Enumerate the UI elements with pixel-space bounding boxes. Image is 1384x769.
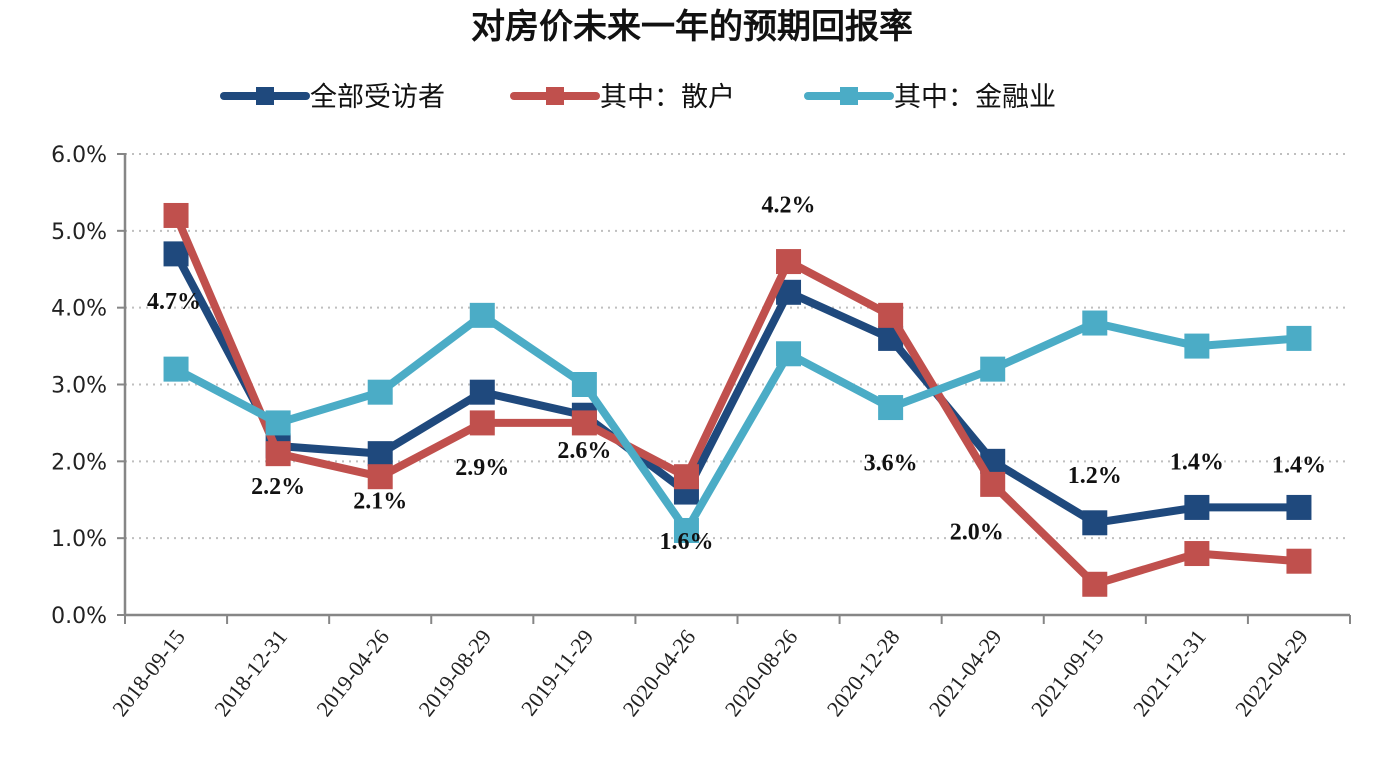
data-point-marker xyxy=(163,241,189,267)
data-label: 1.4% xyxy=(1272,452,1326,478)
data-point-marker xyxy=(469,410,495,436)
data-point-marker xyxy=(367,464,393,490)
series-line xyxy=(172,252,1299,527)
data-point-marker xyxy=(1286,548,1312,574)
data-label: 2.9% xyxy=(455,455,509,481)
x-tick-label: 2021-09-15 xyxy=(1026,625,1109,721)
data-label: 1.2% xyxy=(1068,463,1122,489)
legend-item: 其中：金融业 xyxy=(804,82,1056,113)
y-tick-label: 3.0% xyxy=(51,374,107,399)
data-point-marker xyxy=(980,356,1006,382)
data-point-marker xyxy=(980,471,1006,497)
data-point-marker xyxy=(673,464,699,490)
data-point-marker xyxy=(571,372,597,397)
data-label: 4.2% xyxy=(762,192,816,218)
y-tick-label: 4.0% xyxy=(51,297,107,322)
x-tick-label: 2020-12-28 xyxy=(822,625,905,721)
data-point-marker xyxy=(1184,333,1210,359)
series-financial xyxy=(163,302,1312,543)
data-point-marker xyxy=(367,379,393,405)
y-tick-label: 2.0% xyxy=(51,450,107,475)
data-label: 3.6% xyxy=(864,450,918,476)
data-label: 2.2% xyxy=(251,474,305,500)
series-line xyxy=(172,213,1300,589)
data-label: 2.1% xyxy=(353,489,407,515)
data-point-marker xyxy=(265,441,291,467)
series-line xyxy=(174,311,1300,535)
data-point-marker xyxy=(367,441,393,467)
chart-title: 对房价未来一年的预期回报率 xyxy=(471,7,913,47)
data-point-marker xyxy=(469,302,495,328)
x-tick-label: 2021-12-31 xyxy=(1128,625,1211,721)
legend: 全部受访者 其中：散户 其中：金融业 xyxy=(220,82,1056,113)
gridlines xyxy=(125,153,1350,540)
data-point-marker xyxy=(878,395,904,421)
x-tick-label: 2019-08-29 xyxy=(413,625,496,721)
x-tick-label: 2018-12-31 xyxy=(209,625,292,721)
data-label: 4.7% xyxy=(147,289,201,315)
y-axis-ticks: 0.0% 1.0% 2.0% 3.0% 4.0% 5.0% 6.0% xyxy=(51,143,125,629)
data-point-marker xyxy=(469,379,495,405)
legend-swatch-marker xyxy=(840,87,858,105)
legend-item: 全部受访者 xyxy=(220,82,445,113)
data-label: 1.6% xyxy=(659,529,713,555)
data-point-marker xyxy=(776,341,802,367)
data-point-marker xyxy=(571,410,597,436)
y-tick-label: 5.0% xyxy=(51,220,107,245)
x-axis-ticks: 2018-09-15 2018-12-31 2019-04-26 2019-08-29… xyxy=(107,615,1351,721)
legend-label: 其中：金融业 xyxy=(894,82,1056,113)
data-point-marker xyxy=(1184,541,1210,567)
data-point-marker xyxy=(163,202,189,228)
y-tick-label: 1.0% xyxy=(51,527,107,552)
data-label: 1.4% xyxy=(1170,449,1224,475)
data-point-marker xyxy=(265,410,291,436)
legend-label: 全部受访者 xyxy=(310,82,445,113)
x-tick-label: 2021-04-29 xyxy=(924,625,1007,721)
series-group xyxy=(163,202,1312,597)
series-retail xyxy=(163,202,1312,597)
x-tick-label: 2020-08-26 xyxy=(720,625,803,721)
legend-swatch-marker xyxy=(546,87,564,105)
y-tick-label: 6.0% xyxy=(51,143,107,168)
x-tick-label: 2022-04-29 xyxy=(1230,625,1313,721)
legend-label: 其中：散户 xyxy=(600,82,735,113)
data-point-marker xyxy=(1286,494,1312,520)
legend-item: 其中：散户 xyxy=(510,82,735,113)
data-point-marker xyxy=(1082,310,1108,336)
data-point-marker xyxy=(1286,325,1312,351)
data-point-marker xyxy=(1184,494,1210,520)
x-tick-label: 2018-09-15 xyxy=(107,625,190,721)
x-tick-label: 2020-04-26 xyxy=(617,625,700,721)
data-point-marker xyxy=(878,302,904,328)
data-labels: 4.7% 2.2% 2.1% 2.9% 2.6% 1.6% 4.2% 3.6% 2.0% 1.2%… xyxy=(147,192,1326,555)
data-point-marker xyxy=(1082,571,1108,597)
data-point-marker xyxy=(1082,510,1108,536)
data-point-marker xyxy=(776,249,802,275)
x-tick-label: 2019-04-26 xyxy=(311,625,394,721)
legend-swatch-marker xyxy=(256,87,274,105)
data-point-marker xyxy=(673,517,699,543)
data-label: 2.6% xyxy=(557,438,611,464)
data-label: 2.0% xyxy=(950,519,1004,545)
x-tick-label: 2019-11-29 xyxy=(516,625,598,721)
data-point-marker xyxy=(163,356,189,382)
y-tick-label: 0.0% xyxy=(51,604,107,629)
series-all-respondents xyxy=(163,241,1312,536)
